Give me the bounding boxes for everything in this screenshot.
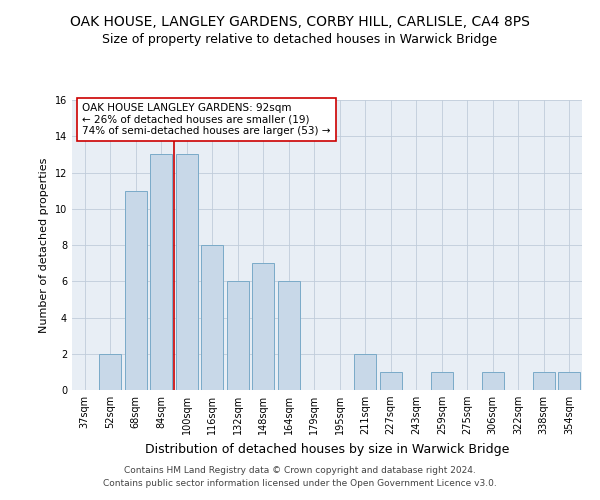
Text: Contains HM Land Registry data © Crown copyright and database right 2024.
Contai: Contains HM Land Registry data © Crown c… [103, 466, 497, 487]
Bar [278, 281, 299, 390]
Bar [482, 372, 503, 390]
Bar [151, 154, 172, 390]
Text: OAK HOUSE LANGLEY GARDENS: 92sqm
← 26% of detached houses are smaller (19)
74% o: OAK HOUSE LANGLEY GARDENS: 92sqm ← 26% o… [82, 103, 331, 136]
Bar [253, 263, 274, 390]
Text: OAK HOUSE, LANGLEY GARDENS, CORBY HILL, CARLISLE, CA4 8PS: OAK HOUSE, LANGLEY GARDENS, CORBY HILL, … [70, 15, 530, 29]
Text: Size of property relative to detached houses in Warwick Bridge: Size of property relative to detached ho… [103, 32, 497, 46]
Bar [202, 245, 223, 390]
Bar [125, 190, 146, 390]
X-axis label: Distribution of detached houses by size in Warwick Bridge: Distribution of detached houses by size … [145, 442, 509, 456]
Y-axis label: Number of detached properties: Number of detached properties [39, 158, 49, 332]
Bar [176, 154, 197, 390]
Bar [100, 354, 121, 390]
Bar [380, 372, 401, 390]
Bar [431, 372, 452, 390]
Bar [227, 281, 248, 390]
Bar [559, 372, 580, 390]
Bar [533, 372, 554, 390]
Bar [355, 354, 376, 390]
